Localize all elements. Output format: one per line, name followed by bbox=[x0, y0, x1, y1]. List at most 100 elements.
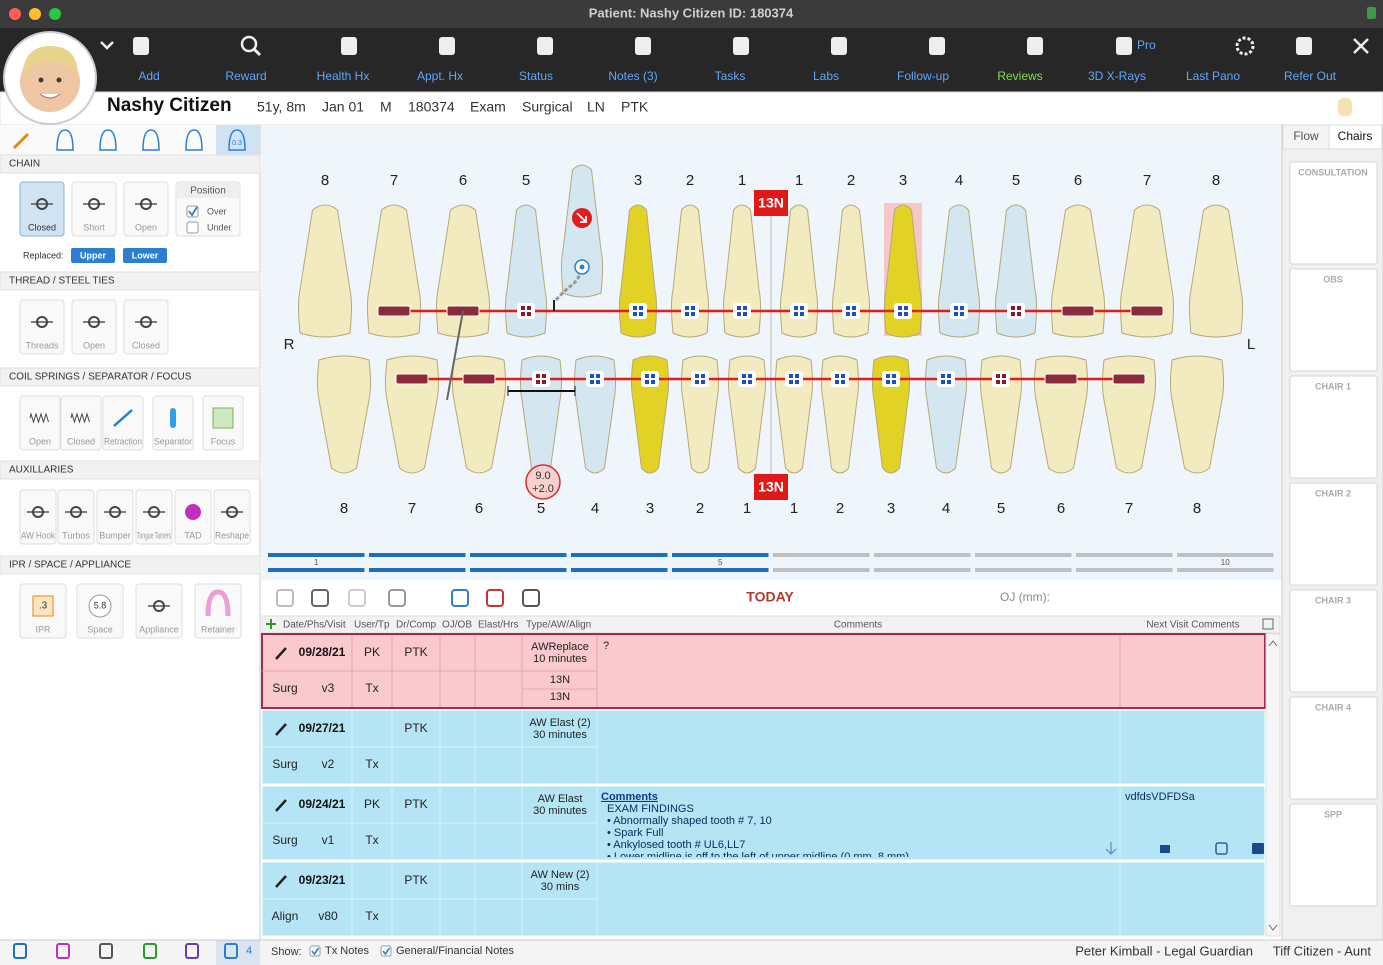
progress-segment[interactable] bbox=[874, 568, 971, 572]
toolbar-button[interactable]: Notes (3) bbox=[608, 69, 657, 83]
tooth[interactable] bbox=[980, 355, 1022, 474]
notes-tool[interactable] bbox=[276, 589, 294, 607]
tab-inactive[interactable] bbox=[1282, 124, 1330, 150]
progress-segment[interactable] bbox=[773, 553, 870, 557]
chair-slot[interactable] bbox=[1289, 482, 1378, 586]
tooth[interactable] bbox=[728, 355, 766, 474]
footer-icon[interactable] bbox=[13, 943, 27, 959]
edit-icon[interactable] bbox=[275, 799, 287, 812]
toolbar-button[interactable]: Reward bbox=[225, 69, 266, 83]
tooth-tab[interactable] bbox=[228, 129, 246, 151]
tooth[interactable] bbox=[832, 204, 870, 338]
chair-slot[interactable] bbox=[1289, 803, 1378, 907]
footer-icon[interactable] bbox=[185, 943, 199, 959]
tooth[interactable] bbox=[872, 355, 910, 474]
progress-segment[interactable] bbox=[773, 568, 870, 572]
tooth[interactable] bbox=[995, 204, 1037, 338]
footer-icon[interactable] bbox=[224, 943, 238, 959]
window-button[interactable] bbox=[29, 8, 41, 20]
tooth-tab[interactable] bbox=[185, 129, 203, 151]
progress-segment[interactable] bbox=[672, 568, 769, 572]
tooth[interactable] bbox=[1051, 204, 1105, 338]
toolbar-button[interactable]: Tasks bbox=[715, 69, 746, 83]
progress-segment[interactable] bbox=[975, 568, 1072, 572]
toolbar-icon[interactable] bbox=[733, 37, 749, 55]
tooth[interactable] bbox=[821, 355, 859, 474]
tooth[interactable] bbox=[367, 204, 421, 338]
chair-slot[interactable] bbox=[1289, 589, 1378, 693]
progress-segment[interactable] bbox=[571, 553, 668, 557]
notes-tool[interactable] bbox=[451, 589, 469, 607]
window-button[interactable] bbox=[9, 8, 21, 20]
toolbar-button[interactable]: Appt. Hx bbox=[417, 69, 463, 83]
progress-segment[interactable] bbox=[1177, 568, 1274, 572]
toolbar-icon[interactable] bbox=[1235, 36, 1255, 56]
tooth[interactable] bbox=[938, 204, 980, 338]
progress-segment[interactable] bbox=[975, 553, 1072, 557]
scrollbar[interactable] bbox=[1265, 633, 1281, 937]
progress-segment[interactable] bbox=[268, 553, 365, 557]
tooth[interactable] bbox=[1034, 355, 1088, 474]
progress-segment[interactable] bbox=[470, 568, 567, 572]
edit-icon[interactable] bbox=[275, 647, 287, 660]
tooth[interactable] bbox=[385, 355, 439, 474]
tooth[interactable] bbox=[723, 204, 761, 338]
footer-icon[interactable] bbox=[99, 943, 113, 959]
midline-tag[interactable] bbox=[754, 474, 788, 500]
toolbar-icon[interactable] bbox=[341, 37, 357, 55]
progress-segment[interactable] bbox=[1076, 568, 1173, 572]
tooth-tab[interactable] bbox=[99, 129, 117, 151]
footer-icon[interactable] bbox=[143, 943, 157, 959]
toolbar-icon[interactable] bbox=[1296, 37, 1312, 55]
progress-segment[interactable] bbox=[1177, 553, 1274, 557]
progress-segment[interactable] bbox=[268, 568, 365, 572]
toolbar-button[interactable]: Follow-up bbox=[897, 69, 949, 83]
progress-segment[interactable] bbox=[470, 553, 567, 557]
add-row-icon[interactable] bbox=[266, 619, 276, 629]
replaced-button[interactable] bbox=[123, 248, 167, 263]
toolbar-icon[interactable] bbox=[439, 37, 455, 55]
edit-icon[interactable] bbox=[275, 723, 287, 736]
tooth[interactable] bbox=[631, 355, 669, 474]
notes-tool[interactable] bbox=[522, 589, 540, 607]
toolbar-icon[interactable] bbox=[1027, 37, 1043, 55]
toolbar-button[interactable]: Labs bbox=[813, 69, 839, 83]
chair-slot[interactable] bbox=[1289, 161, 1378, 265]
replaced-button[interactable] bbox=[71, 248, 115, 263]
tooth[interactable] bbox=[317, 355, 371, 474]
checkbox[interactable] bbox=[186, 221, 199, 234]
tooth[interactable] bbox=[780, 204, 818, 338]
toolbar-button[interactable]: Health Hx bbox=[317, 69, 370, 83]
tab-active[interactable] bbox=[1328, 124, 1383, 150]
toolbar-button[interactable]: Add bbox=[138, 69, 159, 83]
tooth[interactable] bbox=[1189, 204, 1243, 338]
toolbar-icon[interactable] bbox=[831, 37, 847, 55]
tool-button[interactable] bbox=[194, 583, 242, 639]
tooth[interactable] bbox=[671, 204, 709, 338]
progress-segment[interactable] bbox=[874, 553, 971, 557]
toolbar-icon[interactable] bbox=[929, 37, 945, 55]
notes-tool[interactable] bbox=[486, 589, 504, 607]
tooth[interactable] bbox=[505, 204, 547, 338]
footer-icon[interactable] bbox=[56, 943, 70, 959]
chair-slot[interactable] bbox=[1289, 696, 1378, 800]
tooth-tab[interactable] bbox=[142, 129, 160, 151]
panel-tab[interactable]: Chairs bbox=[1338, 129, 1373, 143]
notes-tool[interactable] bbox=[388, 589, 406, 607]
pencil-tab[interactable] bbox=[12, 132, 30, 150]
tooth[interactable] bbox=[1120, 204, 1174, 338]
toolbar-button[interactable]: 3D X-Rays bbox=[1088, 69, 1146, 83]
edit-icon[interactable] bbox=[275, 875, 287, 888]
tooth[interactable] bbox=[436, 204, 490, 338]
notes-tool[interactable] bbox=[311, 589, 329, 607]
toolbar-icon[interactable] bbox=[537, 37, 553, 55]
chair-slot[interactable] bbox=[1289, 375, 1378, 479]
tooth[interactable] bbox=[775, 355, 813, 474]
progress-segment[interactable] bbox=[369, 568, 466, 572]
toolbar-icon[interactable] bbox=[133, 37, 149, 55]
chair-slot[interactable] bbox=[1289, 268, 1378, 372]
tooth[interactable] bbox=[925, 355, 967, 474]
tooth-tab[interactable] bbox=[56, 129, 74, 151]
toolbar-button[interactable]: Last Pano bbox=[1186, 69, 1240, 83]
tooth[interactable] bbox=[681, 355, 719, 474]
